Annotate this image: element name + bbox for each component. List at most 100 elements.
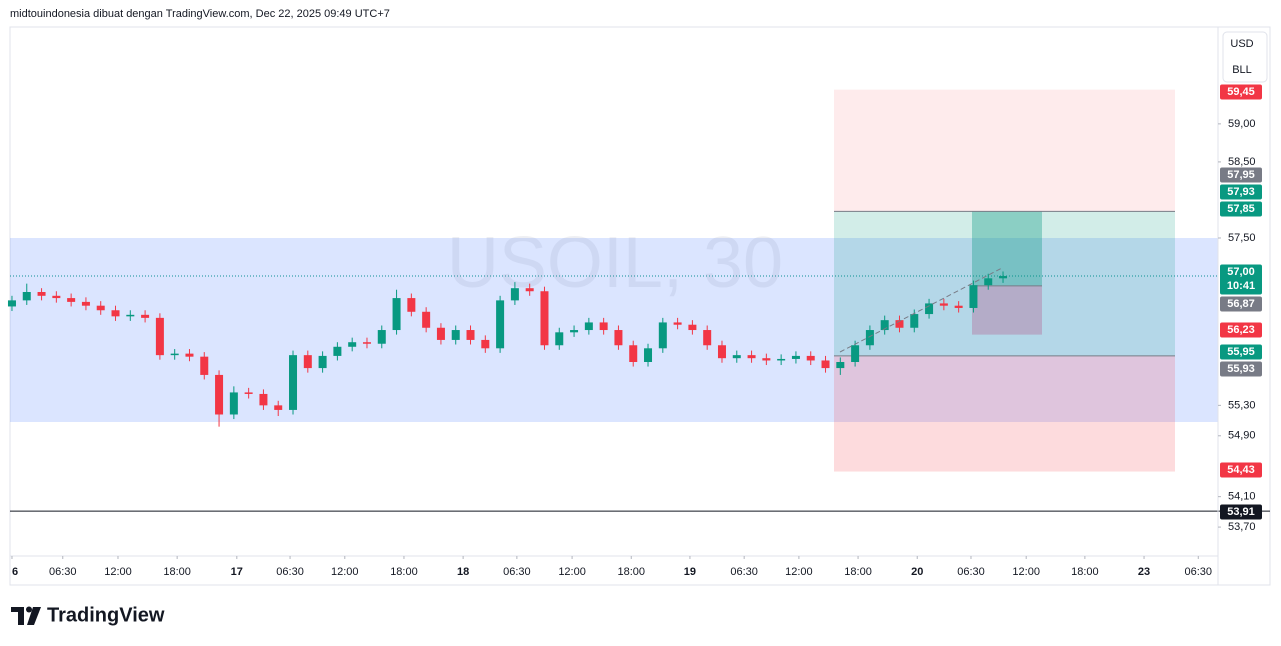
price-label: 57,95 [1227,169,1255,181]
candle-body [126,314,135,317]
candle-body [333,346,342,356]
currency-label: USD [1230,38,1253,50]
candle-body [614,330,623,346]
price-label-bg [1220,462,1262,478]
target-zone-upper [834,89,1175,212]
candle-body [407,298,416,312]
candle-body [688,324,697,331]
candle-body [37,292,46,296]
candle-body [303,355,312,369]
price-label-bg [1220,296,1262,312]
x-tick-label: 06:30 [730,566,758,578]
x-tick-label: 17 [231,566,243,578]
price-label: 55,93 [1227,363,1255,375]
candle-body [895,320,904,328]
candle-body [969,285,978,308]
candle-body [377,330,386,344]
x-tick-label: 12:00 [1012,566,1040,578]
candle-body [658,322,667,349]
price-label: 59,45 [1227,86,1255,98]
x-tick-label: 12:00 [558,566,586,578]
candle-body [777,358,786,361]
x-tick-label: 20 [911,566,923,578]
candle-body [111,310,120,317]
y-tick-label: 54,10 [1228,491,1256,503]
candle-body [362,342,371,344]
candle-body [791,355,800,359]
price-label: 53,91 [1227,506,1255,518]
x-tick-label: 6 [12,566,18,578]
candle-body [200,356,209,375]
candle-body [22,292,31,301]
range-box [10,238,1218,422]
candle-body [540,291,549,346]
price-label-bg [1220,504,1262,520]
candle-body [584,322,593,331]
candle-body [510,288,519,301]
price-label: 55,95 [1227,346,1255,358]
y-tick-label: 54,90 [1228,430,1256,442]
x-tick-label: 06:30 [1185,566,1213,578]
price-label-time: 10:41 [1227,280,1255,292]
x-tick-label: 12:00 [331,566,359,578]
currency-box[interactable] [1222,31,1268,83]
price-label: 56,87 [1227,298,1255,310]
background-layer [10,275,1270,512]
candle-body [880,320,889,331]
candle-body [52,295,61,299]
candle-body [96,305,105,311]
x-tick-label: 12:00 [785,566,813,578]
candle-body [7,300,16,307]
x-tick-label: 06:30 [503,566,531,578]
stop-zone [834,355,1175,472]
x-tick-label: 18:00 [390,566,418,578]
candle-body [732,355,741,359]
position-zones [834,89,1175,472]
candle-body [939,303,948,306]
candle-body [436,327,445,340]
candle-body [984,278,993,286]
watermark: USOIL, 30 [447,223,783,303]
y-tick-label: 57,50 [1228,232,1256,244]
y-tick-label: 58,50 [1228,156,1256,168]
candle-body [274,405,283,410]
candle-body [910,314,919,328]
candle-body [422,311,431,328]
price-label-bg [1220,264,1262,295]
candle-body [954,305,963,308]
candle-body [821,360,830,369]
y-tick-label: 55,30 [1228,399,1256,411]
header-text: midtouindonesia dibuat dengan TradingVie… [10,8,390,20]
price-label-bg [1220,184,1262,200]
candles [7,271,1008,427]
x-tick-label: 18:00 [163,566,191,578]
price-label-bg [1220,344,1262,360]
inner-stop-zone [972,285,1042,335]
candle-body [215,374,224,415]
candle-body [851,345,860,362]
candle-body [481,339,490,349]
candle-body [999,276,1008,279]
x-tick-label: 18:00 [617,566,645,578]
inner-profit-zone [972,211,1042,286]
trend-line [839,267,1003,353]
price-label: 54,43 [1227,464,1255,476]
price-label-bg [1220,322,1262,338]
unit-label: BLL [1232,64,1252,76]
candle-body [170,353,179,356]
logo-icon [11,606,41,625]
price-label: 57,93 [1227,186,1255,198]
candle-body [806,355,815,361]
x-tick-label: 23 [1138,566,1150,578]
candle-body [836,361,845,369]
candle-body [229,392,238,415]
candle-body [244,392,253,394]
profit-zone [834,211,1175,356]
x-tick-label: 06:30 [276,566,304,578]
candle-body [644,348,653,362]
candle-body [289,355,298,410]
candle-body [67,298,76,302]
x-tick-label: 18:00 [844,566,872,578]
x-tick-label: 18 [457,566,469,578]
